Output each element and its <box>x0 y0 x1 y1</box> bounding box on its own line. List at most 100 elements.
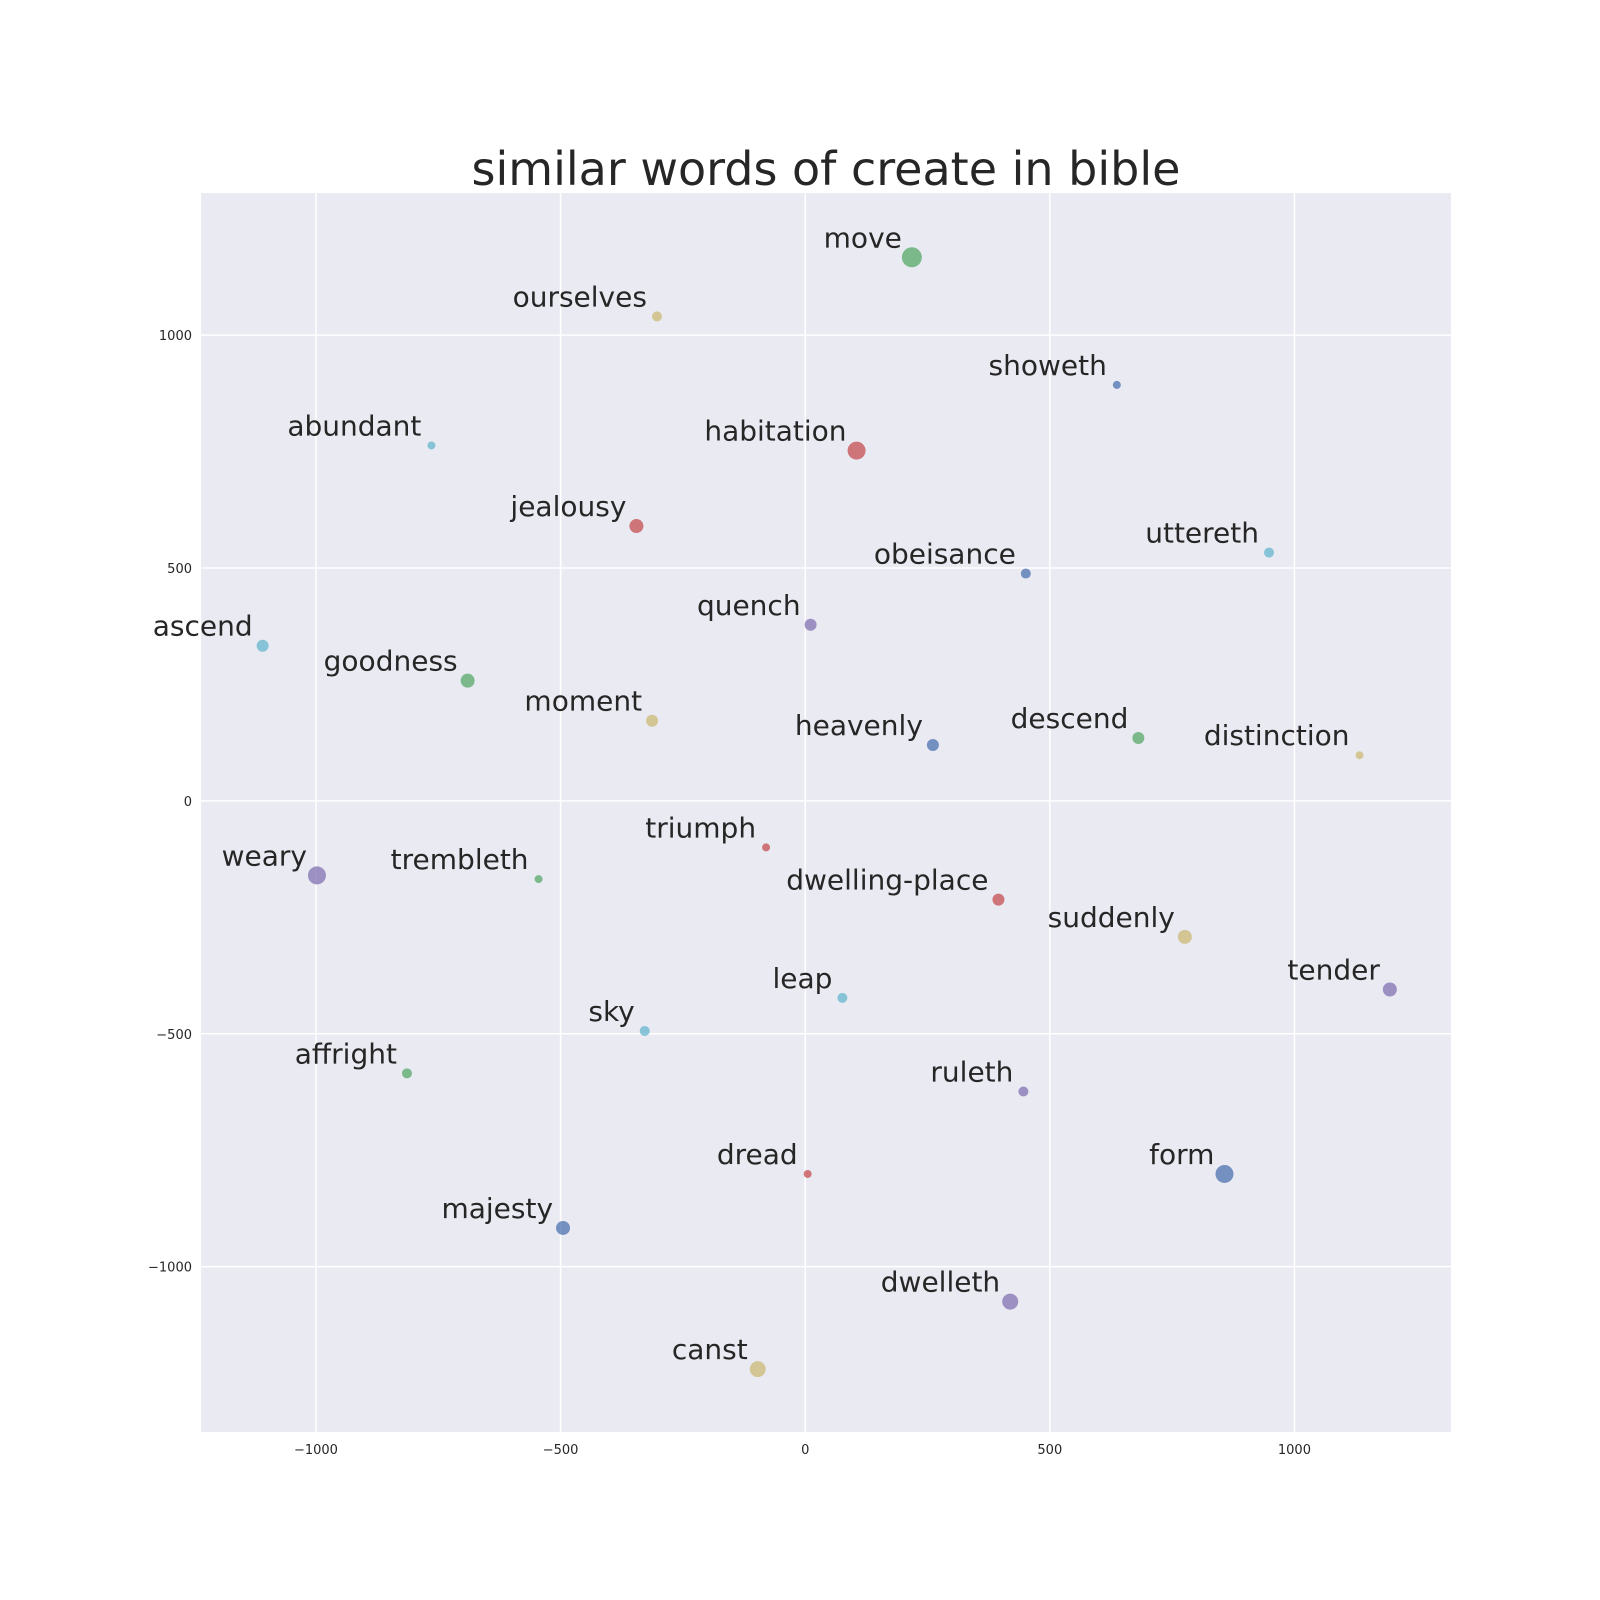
point-label: goodness <box>324 645 458 678</box>
point-move: move <box>824 221 922 268</box>
point-label: abundant <box>287 409 421 442</box>
point-marker <box>762 843 771 852</box>
point-label: affright <box>295 1037 397 1070</box>
point-uttereth: uttereth <box>1145 517 1275 558</box>
point-label: distinction <box>1204 719 1350 752</box>
y-tick-label: 500 <box>167 562 192 577</box>
point-ascend: ascend <box>153 610 269 652</box>
point-marker <box>629 519 644 534</box>
point-label: weary <box>222 839 307 872</box>
chart-title: similar words of create in bible <box>472 142 1181 196</box>
point-label: ourselves <box>513 280 647 313</box>
point-label: heavenly <box>795 709 923 742</box>
point-label: showeth <box>989 349 1107 382</box>
point-tender: tender <box>1287 954 1397 997</box>
point-ruleth: ruleth <box>930 1056 1029 1097</box>
point-marker <box>646 714 659 727</box>
x-tick-label: −500 <box>543 1443 579 1458</box>
point-dread: dread <box>717 1138 812 1178</box>
y-tick-label: −500 <box>156 1028 192 1043</box>
point-marker <box>1177 929 1192 944</box>
point-marker <box>803 1169 812 1178</box>
point-canst: canst <box>672 1333 766 1378</box>
point-label: quench <box>697 589 801 622</box>
point-label: tender <box>1287 954 1380 987</box>
point-goodness: goodness <box>324 645 475 688</box>
point-label: descend <box>1011 702 1129 735</box>
point-marker <box>1132 731 1145 744</box>
point-marker <box>307 866 326 885</box>
point-label: trembleth <box>391 843 529 876</box>
point-form: form <box>1149 1138 1234 1183</box>
point-label: uttereth <box>1145 517 1259 550</box>
point-marker <box>1112 380 1121 389</box>
point-marker <box>534 875 543 884</box>
point-marker <box>1018 1086 1029 1097</box>
point-label: obeisance <box>874 538 1016 571</box>
point-marker <box>256 639 269 652</box>
point-label: triumph <box>645 811 756 844</box>
point-trembleth: trembleth <box>391 843 543 884</box>
point-distinction: distinction <box>1204 719 1364 760</box>
point-abundant: abundant <box>287 409 436 450</box>
point-affright: affright <box>295 1037 412 1079</box>
point-sky: sky <box>588 995 650 1036</box>
point-label: suddenly <box>1048 901 1175 934</box>
point-marker <box>847 441 866 460</box>
point-label: majesty <box>441 1192 553 1225</box>
point-marker <box>1215 1164 1234 1183</box>
point-marker <box>556 1220 571 1235</box>
point-marker <box>427 441 436 450</box>
point-dwelling-place: dwelling-place <box>786 864 1005 906</box>
point-marker <box>1264 547 1275 558</box>
point-marker <box>992 893 1005 906</box>
point-leap: leap <box>772 962 848 1003</box>
point-heavenly: heavenly <box>795 709 939 751</box>
point-showeth: showeth <box>989 349 1121 389</box>
point-label: dread <box>717 1138 798 1171</box>
point-label: ascend <box>153 610 253 643</box>
point-marker <box>1020 568 1031 579</box>
y-tick-label: 0 <box>184 795 192 810</box>
x-tick-label: 1000 <box>1278 1443 1311 1458</box>
point-majesty: majesty <box>441 1192 571 1235</box>
point-marker <box>804 618 817 631</box>
point-marker <box>749 1361 766 1378</box>
point-marker <box>460 673 475 688</box>
x-tick-label: −1000 <box>294 1443 338 1458</box>
point-suddenly: suddenly <box>1048 901 1192 944</box>
point-quench: quench <box>697 589 817 631</box>
point-label: sky <box>588 995 634 1028</box>
plot-area <box>201 193 1451 1432</box>
data-points: move ourselves showeth abundant habitation je… <box>153 221 1397 1378</box>
point-marker <box>926 738 939 751</box>
point-triumph: triumph <box>645 811 771 852</box>
point-label: leap <box>772 962 832 995</box>
point-weary: weary <box>222 839 326 885</box>
axis-ticks: −1000 −500 0 500 1000 −1000 −500 0 500 1000 <box>148 329 1311 1458</box>
point-label: canst <box>672 1333 748 1366</box>
point-marker <box>837 992 848 1003</box>
point-label: move <box>824 221 902 254</box>
point-obeisance: obeisance <box>874 538 1031 579</box>
point-label: jealousy <box>509 490 626 523</box>
point-label: dwelling-place <box>786 864 988 897</box>
point-descend: descend <box>1011 702 1145 744</box>
grid-lines <box>201 193 1451 1432</box>
x-tick-label: 0 <box>801 1443 809 1458</box>
point-marker <box>1355 751 1364 760</box>
point-label: moment <box>524 685 642 718</box>
point-marker <box>1382 982 1397 997</box>
y-tick-label: −1000 <box>148 1261 192 1276</box>
y-tick-label: 1000 <box>159 329 192 344</box>
point-dwelleth: dwelleth <box>881 1266 1019 1310</box>
point-ourselves: ourselves <box>513 280 662 322</box>
point-marker <box>1002 1293 1019 1310</box>
point-label: ruleth <box>930 1056 1013 1089</box>
point-jealousy: jealousy <box>509 490 644 534</box>
point-label: dwelleth <box>881 1266 1000 1299</box>
point-marker <box>401 1068 412 1079</box>
point-marker <box>651 311 662 322</box>
point-moment: moment <box>524 685 659 727</box>
